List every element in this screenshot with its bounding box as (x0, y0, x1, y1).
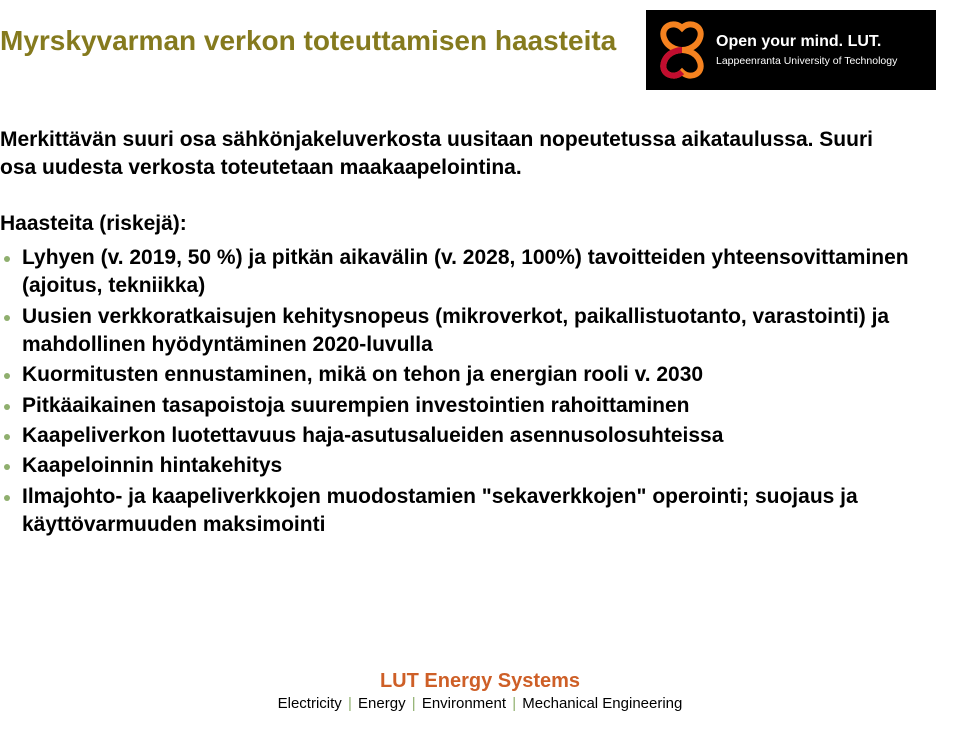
bullet-item: Kaapeliverkon luotettavuus haja-asutusal… (22, 422, 930, 450)
footer-part: Environment (422, 695, 506, 712)
bullet-list: Lyhyen (v. 2019, 50 %) ja pitkän aikaväl… (0, 244, 930, 541)
bullet-item: Kuormitusten ennustaminen, mikä on tehon… (22, 361, 930, 389)
lead-paragraph: Merkittävän suuri osa sähkönjakeluverkos… (0, 126, 900, 183)
bullet-item: Lyhyen (v. 2019, 50 %) ja pitkän aikaväl… (22, 244, 930, 301)
slide: Myrskyvarman verkon toteuttamisen haaste… (0, 0, 960, 730)
footer-part: Mechanical Engineering (522, 695, 682, 712)
bullet-item: Uusien verkkoratkaisujen kehitysnopeus (… (22, 303, 930, 360)
bullet-item: Ilmajohto- ja kaapeliverkkojen muodostam… (22, 483, 930, 540)
logo-line1: Open your mind. LUT. (716, 32, 897, 51)
bullet-item: Pitkäaikainen tasapoistoja suurempien in… (22, 392, 930, 420)
footer: LUT Energy Systems Electricity | Energy … (0, 670, 960, 712)
lut-logo-block: Open your mind. LUT. Lappeenranta Univer… (646, 10, 936, 90)
lut-infinity-icon (660, 20, 704, 80)
footer-separator: | (406, 695, 422, 712)
footer-part: Energy (358, 695, 406, 712)
footer-separator: | (342, 695, 358, 712)
subheading: Haasteita (riskejä): (0, 212, 187, 236)
logo-line2: Lappeenranta University of Technology (716, 55, 897, 68)
footer-line2: Electricity | Energy | Environment | Mec… (0, 695, 960, 712)
slide-title: Myrskyvarman verkon toteuttamisen haaste… (0, 24, 616, 58)
footer-line1: LUT Energy Systems (0, 670, 960, 693)
bullet-item: Kaapeloinnin hintakehitys (22, 452, 930, 480)
footer-part: Electricity (278, 695, 342, 712)
logo-text: Open your mind. LUT. Lappeenranta Univer… (716, 32, 897, 68)
footer-separator: | (506, 695, 522, 712)
